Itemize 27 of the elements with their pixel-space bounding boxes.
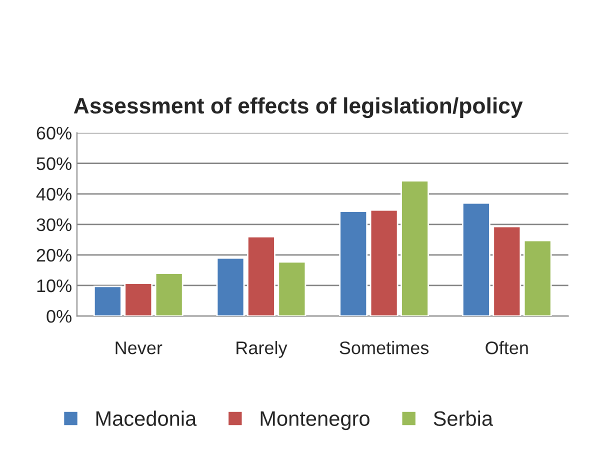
bar: [492, 226, 522, 316]
x-tick-label: Often: [486, 341, 528, 354]
bar: [278, 261, 306, 316]
chart-title: Assessment of effects of legislation/policy: [74, 97, 523, 118]
y-tick-label: 0%: [46, 310, 72, 323]
bar: [400, 180, 429, 316]
legend-label: Montenegro: [260, 411, 370, 430]
legend-label: Macedonia: [96, 410, 197, 426]
y-tick-label: 30%: [36, 218, 72, 232]
bar: [523, 240, 552, 316]
bar: [216, 257, 245, 316]
bar: [93, 286, 122, 316]
bar: [247, 236, 276, 316]
y-tick-label: 40%: [36, 188, 72, 201]
y-tick-label: 50%: [36, 157, 72, 170]
bar: [154, 272, 184, 316]
x-tick-label: Rarely: [236, 341, 288, 358]
y-tick-label: 10%: [37, 279, 72, 292]
x-tick-label: Never: [116, 342, 162, 354]
y-tick-label: 20%: [36, 248, 72, 262]
legend-label: Serbia: [434, 410, 494, 426]
y-tick-label: 60%: [36, 126, 72, 140]
bar: [462, 202, 490, 316]
bar: [339, 210, 368, 316]
x-tick-label: Sometimes: [340, 341, 429, 354]
bar: [124, 282, 153, 316]
bar: [370, 209, 398, 316]
